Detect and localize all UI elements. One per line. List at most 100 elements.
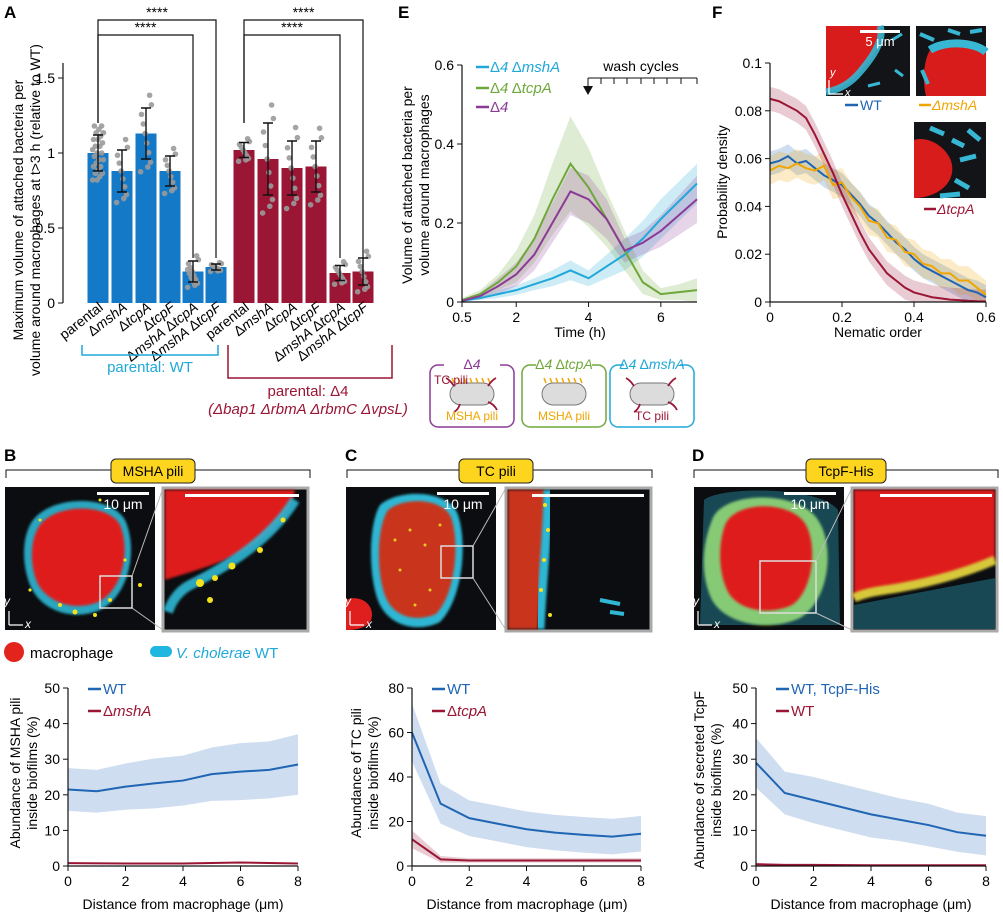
bar-8 [281,168,303,303]
bar-point-2 [147,159,154,165]
significance-label: **** [135,19,157,35]
legend-entry: WT [447,681,470,698]
bar-point-9 [307,201,314,208]
inset-mshA-image [916,26,989,96]
strain-box-title: Δ4 [463,356,480,372]
wash-arrow-icon [583,86,593,95]
strain-word: Δ [552,356,564,372]
panel-f-ylabel: Probability density [714,125,730,239]
svg-text:y: y [344,594,352,608]
bar-point-4 [193,252,200,259]
bar-point-9 [308,144,315,151]
bar-point-8 [294,134,301,141]
ytick-label-E: 0.2 [435,215,455,231]
xtick-label-E: 6 [657,309,665,325]
pili-label: TC pili [635,409,669,423]
panel-c-line-chart: Abundance of TC pili inside biofilms (%)… [348,680,645,912]
panel-f-line-chart: F Probability density 00.020.040.060.080… [712,3,996,340]
bar-point-2 [146,92,153,99]
panel-a-ytick-label: 1 [47,145,55,161]
errorbar-5 [211,263,221,271]
panel-c-ylabel-2: inside biofilms (%) [365,716,381,830]
msha-pilus-icon [579,377,583,384]
band-C-0 [412,703,641,855]
bar-point-10 [340,258,347,265]
strain-box-title-bg [444,355,500,373]
xtick-label-F: 0 [766,309,774,325]
series-line-F-2 [769,97,987,303]
strain-box-title-bg [536,355,592,373]
tc-pilus-icon [445,377,498,413]
bar-point-1 [114,152,121,159]
bar-point-9 [317,192,324,198]
legend-bacteria: V. cholerae WT [176,645,278,662]
panel-f-label: F [712,3,722,22]
bar-point-11 [359,268,365,275]
panel-e-ylabel-2: volume around macrophages [416,94,432,275]
band-C-1 [412,830,641,863]
bar-point-4 [184,284,191,291]
bar-point-11 [361,273,367,280]
legend-gene: mshA [113,703,151,720]
xtick-label-F: 0.6 [976,309,996,325]
bar-point-3 [166,168,172,174]
panel-a-ytick-label: 0.5 [36,220,56,236]
msha-pilus-icon [457,377,461,384]
bar-point-6 [244,135,251,142]
bar-point-2 [145,164,151,170]
bar-point-8 [290,175,296,181]
band-B-0 [68,734,298,813]
ytick-label-C: 0 [396,858,404,874]
panel-a-significance: **************** [97,4,364,258]
panel-b-scale: 10 μm [103,496,142,512]
msha-pilus-icon [475,377,479,384]
xtick-label-E: 4 [585,309,593,325]
panel-d-xlabel: Distance from macrophage (μm) [770,896,971,912]
errorbar-10 [335,264,345,282]
errorbar-7 [263,122,273,196]
xtick-label-E: 0.5 [452,309,472,325]
svg-text:y: y [3,594,11,608]
msha-pilus-icon [481,377,485,384]
bacterium-icon [541,382,587,406]
panel-a-bars [87,92,374,303]
strain-word: Δ [463,356,472,372]
panel-a-bar-chart: A Maximum volume of attached bacteria pe… [4,3,408,418]
panel-a-ytick-label: 1.5 [36,70,56,86]
bar-point-4 [184,266,191,273]
xtick-label-D: 8 [982,873,990,889]
svg-text:ΔmshA: ΔmshA [931,97,977,113]
xtick-label-D: 6 [925,873,933,889]
legend-entry: ΔtcpA [447,703,487,720]
bar-point-9 [316,125,323,132]
bar-point-8 [292,124,299,131]
significance-bracket [97,19,217,258]
panel-e-plot: 0 0.2 0.4 0.6 0.5 2 4 6 [435,57,698,325]
series-line-D-0 [755,762,987,837]
bar-point-3 [161,190,168,197]
ytick-label-E: 0.6 [435,57,455,73]
bar-point-1 [122,136,129,143]
panel-d-scale: 10 μm [790,496,829,512]
legend-macrophage: macrophage [30,645,113,662]
panel-e-ylabel-1: Volume of attached bacteria per [399,86,415,284]
bar-point-0 [90,136,97,143]
errorbar-8 [287,140,297,196]
panel-e-label: E [398,3,409,22]
legend-word: Δ [508,59,521,76]
bar-9 [305,166,327,303]
msha-pilus-icon [463,377,467,384]
errorbar-0 [93,134,103,172]
panel-f-xlabel: Nematic order [834,324,922,340]
ytick-label-B: 50 [44,680,60,696]
series-line-E-1 [461,161,698,301]
series-line-E-0 [461,182,698,302]
inset-tcpA-image [914,122,986,199]
panel-b-label: B [4,446,16,465]
panel-f-plot: 0 0.02 0.04 0.06 0.08 0.1 0 0.2 0.4 0.6 [735,55,996,325]
legend-entry: WT [791,703,814,720]
bar-point-10 [331,281,338,288]
bar-point-8 [293,195,300,202]
xtick-label-B: 4 [179,873,187,889]
